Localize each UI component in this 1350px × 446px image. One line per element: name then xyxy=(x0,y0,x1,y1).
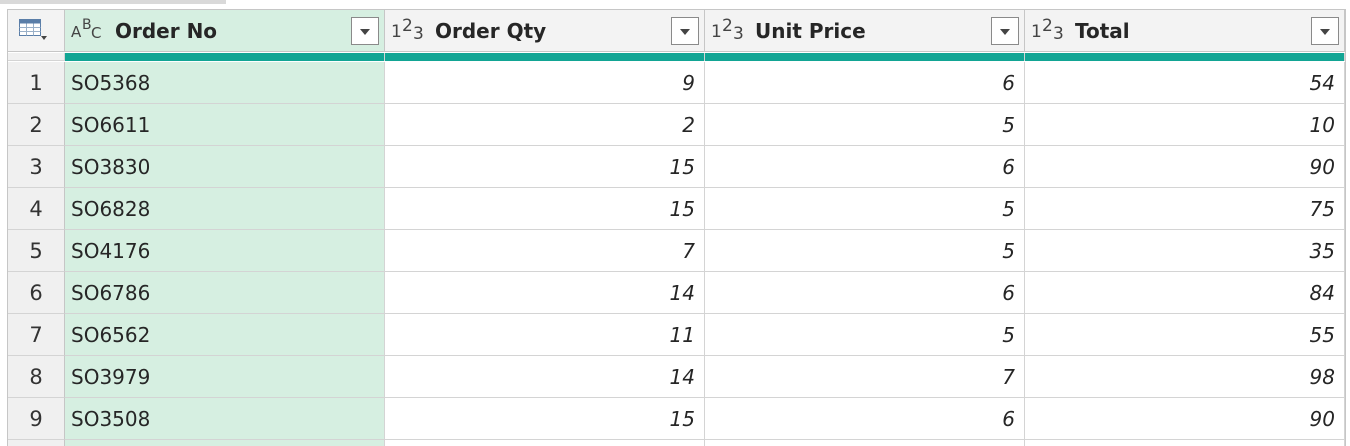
cell-unit-price[interactable]: 7 xyxy=(705,356,1025,398)
cell-order-qty[interactable]: 11 xyxy=(385,314,705,356)
cell-total[interactable]: 98 xyxy=(1025,356,1345,398)
column-header-order-no[interactable]: A B C Order No xyxy=(65,10,385,52)
cell-unit-price[interactable]: 6 xyxy=(705,398,1025,440)
cell-order-qty[interactable]: 9 xyxy=(385,62,705,104)
cell-order-no[interactable]: SO4176 xyxy=(65,230,385,272)
cell-order-qty[interactable]: 7 xyxy=(385,230,705,272)
cell-total[interactable]: 54 xyxy=(1025,62,1345,104)
cell-total[interactable]: 90 xyxy=(1025,398,1345,440)
table-row: 3 SO3830 15 6 90 xyxy=(8,146,1345,188)
row-number[interactable]: 1 xyxy=(8,62,65,104)
table-row: 6 SO6786 14 6 84 xyxy=(8,272,1345,314)
row-number[interactable]: 4 xyxy=(8,188,65,230)
row-number[interactable]: 7 xyxy=(8,314,65,356)
column-quality-bar-row xyxy=(8,53,1345,61)
table-row: 7 SO6562 11 5 55 xyxy=(8,314,1345,356)
cell-unit-price[interactable]: 5 xyxy=(705,188,1025,230)
whole-number-type-icon[interactable]: 1 2 3 xyxy=(1031,15,1064,44)
row-number[interactable]: 6 xyxy=(8,272,65,314)
cell-unit-price[interactable]: 6 xyxy=(705,272,1025,314)
cell-total[interactable]: 84 xyxy=(1025,272,1345,314)
row-number[interactable]: 5 xyxy=(8,230,65,272)
cell-order-no[interactable]: SO3979 xyxy=(65,356,385,398)
table-row: 4 SO6828 15 5 75 xyxy=(8,188,1345,230)
column-header-unit-price[interactable]: 1 2 3 Unit Price xyxy=(705,10,1025,52)
cell-order-no[interactable]: SO6562 xyxy=(65,314,385,356)
cell-order-qty[interactable]: 15 xyxy=(385,146,705,188)
table-row: 9 SO3508 15 6 90 xyxy=(8,398,1345,440)
cell-unit-price[interactable]: 5 xyxy=(705,314,1025,356)
column-filter-dropdown-button[interactable] xyxy=(991,17,1019,45)
tab-divider xyxy=(0,0,226,4)
table-row: 8 SO3979 14 7 98 xyxy=(8,356,1345,398)
cell-order-qty[interactable]: 14 xyxy=(385,272,705,314)
column-quality-bar[interactable] xyxy=(65,53,385,61)
cell-unit-price[interactable]: 6 xyxy=(705,146,1025,188)
table-row xyxy=(8,440,1345,446)
cell-total[interactable]: 10 xyxy=(1025,104,1345,146)
row-number[interactable]: 3 xyxy=(8,146,65,188)
header-row: A B C Order No 1 2 3 Order Qty 1 2 3 Uni… xyxy=(8,10,1345,52)
cell-order-qty[interactable]: 14 xyxy=(385,356,705,398)
cell-order-qty[interactable]: 2 xyxy=(385,104,705,146)
cell-order-qty[interactable]: 15 xyxy=(385,398,705,440)
cell-unit-price[interactable]: 5 xyxy=(705,230,1025,272)
cell-order-no[interactable]: SO6611 xyxy=(65,104,385,146)
column-filter-dropdown-button[interactable] xyxy=(1311,17,1339,45)
column-filter-dropdown-button[interactable] xyxy=(671,17,699,45)
whole-number-type-icon[interactable]: 1 2 3 xyxy=(391,15,424,44)
cell-total[interactable]: 75 xyxy=(1025,188,1345,230)
data-grid: A B C Order No 1 2 3 Order Qty 1 2 3 Uni… xyxy=(7,9,1346,446)
column-quality-bar[interactable] xyxy=(1025,53,1345,61)
whole-number-type-icon[interactable]: 1 2 3 xyxy=(711,15,744,44)
cell-order-no[interactable]: SO6828 xyxy=(65,188,385,230)
cell-total[interactable]: 90 xyxy=(1025,146,1345,188)
table-row: 2 SO6611 2 5 10 xyxy=(8,104,1345,146)
cell-unit-price[interactable] xyxy=(705,440,1025,446)
cell-order-no[interactable]: SO5368 xyxy=(65,62,385,104)
row-number[interactable]: 2 xyxy=(8,104,65,146)
cell-order-no[interactable]: SO6786 xyxy=(65,272,385,314)
row-number[interactable]: 9 xyxy=(8,398,65,440)
column-name: Order Qty xyxy=(435,18,547,43)
column-header-total[interactable]: 1 2 3 Total xyxy=(1025,10,1345,52)
table-row: 5 SO4176 7 5 35 xyxy=(8,230,1345,272)
cell-unit-price[interactable]: 5 xyxy=(705,104,1025,146)
cell-total[interactable]: 55 xyxy=(1025,314,1345,356)
column-name: Order No xyxy=(115,18,218,43)
column-name: Total xyxy=(1075,18,1130,43)
cell-order-qty[interactable]: 15 xyxy=(385,188,705,230)
cell-order-no[interactable] xyxy=(65,440,385,446)
column-quality-bar[interactable] xyxy=(705,53,1025,61)
table-icon xyxy=(19,19,47,40)
quality-bar-spacer xyxy=(8,53,65,61)
row-number[interactable] xyxy=(8,440,65,446)
cell-order-no[interactable]: SO3830 xyxy=(65,146,385,188)
table-row: 1 SO5368 9 6 54 xyxy=(8,62,1345,104)
column-quality-bar[interactable] xyxy=(385,53,705,61)
top-strip xyxy=(0,0,1350,9)
row-number[interactable]: 8 xyxy=(8,356,65,398)
cell-total[interactable]: 35 xyxy=(1025,230,1345,272)
column-name: Unit Price xyxy=(755,18,866,43)
cell-unit-price[interactable]: 6 xyxy=(705,62,1025,104)
abc-text-type-icon[interactable]: A B C xyxy=(71,16,102,42)
cell-order-qty[interactable] xyxy=(385,440,705,446)
column-filter-dropdown-button[interactable] xyxy=(351,17,379,45)
column-header-order-qty[interactable]: 1 2 3 Order Qty xyxy=(385,10,705,52)
cell-total[interactable] xyxy=(1025,440,1345,446)
cell-order-no[interactable]: SO3508 xyxy=(65,398,385,440)
table-menu-button[interactable] xyxy=(8,10,65,52)
